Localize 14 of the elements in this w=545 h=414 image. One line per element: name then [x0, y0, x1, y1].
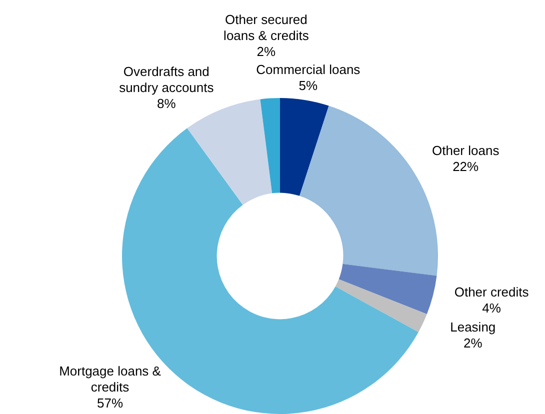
slice-label: Overdrafts and sundry accounts	[119, 64, 214, 96]
slice-label: Other credits	[454, 284, 530, 300]
slice-label: Other secured loans & credits	[224, 12, 310, 44]
data-label: 22%	[452, 159, 480, 174]
slice-label: Mortgage loans & credits	[59, 364, 162, 395]
data-label: 8%	[157, 96, 176, 112]
slice-label: Leasing	[450, 320, 496, 335]
data-label: 2%	[256, 44, 276, 60]
data-label: 2%	[463, 336, 483, 351]
data-label: 5%	[298, 78, 318, 93]
slice-label: Commercial loans	[256, 62, 361, 77]
slice-label: Other loans	[432, 143, 500, 158]
data-label: 57%	[97, 396, 124, 411]
data-label: 4%	[482, 300, 502, 316]
